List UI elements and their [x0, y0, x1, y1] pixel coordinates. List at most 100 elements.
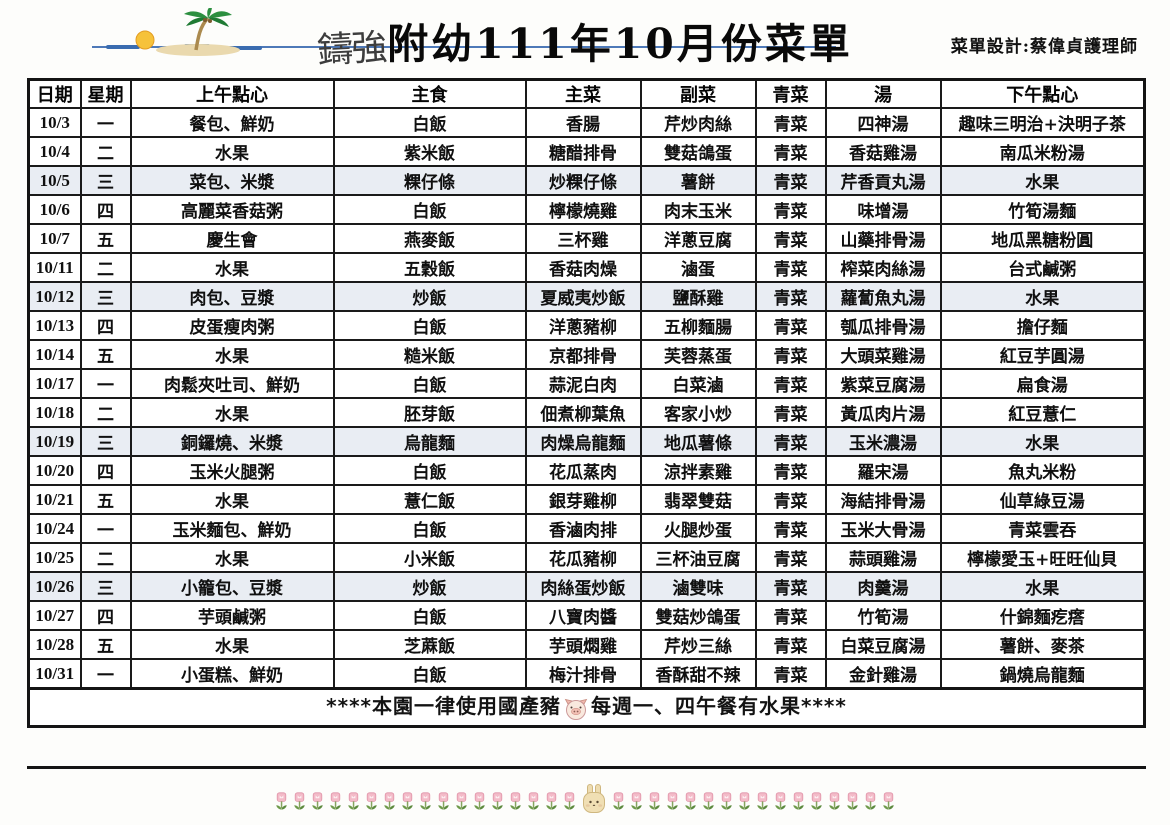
cell-veg: 青菜: [754, 513, 827, 544]
cell-main: 香菇肉燥: [524, 252, 642, 283]
tulip-icon: [738, 792, 751, 814]
menu-row: 10/13 四皮蛋瘦肉粥 白飯 洋蔥豬柳 五柳麵腸 青菜 瓠瓜排骨湯 擔仔麵: [27, 310, 1146, 341]
cell-pm_snack: 南瓜米粉湯: [939, 136, 1146, 167]
cell-day: 四: [79, 600, 132, 631]
cell-soup: 蒜頭雞湯: [824, 542, 942, 573]
page-title: 鑄強附幼111年10月份菜單: [0, 10, 1170, 72]
cell-pm_snack: 趣味三明治+決明子茶: [939, 107, 1146, 138]
cell-side: 芹炒肉絲: [639, 107, 757, 138]
cell-date: 10/7: [27, 223, 82, 254]
cell-day: 一: [79, 107, 132, 138]
cell-day: 二: [79, 397, 132, 428]
cell-main: 梅汁排骨: [524, 658, 642, 690]
cell-veg: 青菜: [754, 484, 827, 515]
menu-row: 10/28 五水果 芝蔴飯 芋頭燜雞 芹炒三絲 青菜 白菜豆腐湯 薯餅、麥茶: [27, 629, 1146, 660]
cell-day: 一: [79, 513, 132, 544]
cell-staple: 芝蔴飯: [332, 629, 527, 660]
cell-pm_snack: 魚丸米粉: [939, 455, 1146, 486]
menu-row: 10/11 二水果 五穀飯 香菇肉燥 滷蛋 青菜 榨菜肉絲湯 台式鹹粥: [27, 252, 1146, 283]
cell-day: 三: [79, 165, 132, 196]
cell-am_snack: 水果: [129, 542, 335, 573]
cell-am_snack: 水果: [129, 397, 335, 428]
cell-pm_snack: 青菜雲吞: [939, 513, 1146, 544]
cell-veg: 青菜: [754, 107, 827, 138]
tulip-icon: [882, 792, 895, 814]
cell-date: 10/20: [27, 455, 82, 486]
cell-date: 10/18: [27, 397, 82, 428]
cell-am_snack: 高麗菜香菇粥: [129, 194, 335, 225]
tulip-icon: [275, 792, 288, 814]
cell-soup: 肉羹湯: [824, 571, 942, 602]
cell-date: 10/19: [27, 426, 82, 457]
cell-date: 10/26: [27, 571, 82, 602]
cell-staple: 白飯: [332, 194, 527, 225]
cell-veg: 青菜: [754, 397, 827, 428]
cell-soup: 香菇雞湯: [824, 136, 942, 167]
cell-veg: 青菜: [754, 223, 827, 254]
cell-main: 芋頭燜雞: [524, 629, 642, 660]
cell-veg: 青菜: [754, 339, 827, 370]
cell-veg: 青菜: [754, 310, 827, 341]
cell-veg: 青菜: [754, 600, 827, 631]
cell-main: 花瓜豬柳: [524, 542, 642, 573]
cell-veg: 青菜: [754, 658, 827, 690]
cell-side: 白菜滷: [639, 368, 757, 399]
cell-day: 五: [79, 629, 132, 660]
cell-staple: 燕麥飯: [332, 223, 527, 254]
cell-staple: 白飯: [332, 107, 527, 138]
cell-pm_snack: 水果: [939, 426, 1146, 457]
menu-designer-credit: 菜單設計:蔡偉貞護理師: [950, 37, 1138, 57]
tulip-icon: [491, 792, 504, 814]
tulip-icon: [756, 792, 769, 814]
column-header: 下午點心: [939, 78, 1146, 109]
cell-day: 三: [79, 426, 132, 457]
column-header: 主菜: [524, 78, 642, 109]
cell-am_snack: 肉包、豆漿: [129, 281, 335, 312]
cell-side: 地瓜薯條: [639, 426, 757, 457]
tulip-icon: [545, 792, 558, 814]
cell-day: 四: [79, 310, 132, 341]
menu-row: 10/24 一玉米麵包、鮮奶 白飯 香滷肉排 火腿炒蛋 青菜 玉米大骨湯 青菜雲吞: [27, 513, 1146, 544]
cell-veg: 青菜: [754, 165, 827, 196]
cell-soup: 白菜豆腐湯: [824, 629, 942, 660]
menu-row: 10/3 一餐包、鮮奶 白飯 香腸 芹炒肉絲 青菜 四神湯 趣味三明治+決明子茶: [27, 107, 1146, 138]
cell-veg: 青菜: [754, 571, 827, 602]
cell-veg: 青菜: [754, 194, 827, 225]
cell-soup: 蘿蔔魚丸湯: [824, 281, 942, 312]
menu-row: 10/19 三銅鑼燒、米漿 烏龍麵 肉燥烏龍麵 地瓜薯條 青菜 玉米濃湯 水果: [27, 426, 1146, 457]
cell-soup: 山藥排骨湯: [824, 223, 942, 254]
cell-veg: 青菜: [754, 629, 827, 660]
menu-row: 10/18 二水果 胚芽飯 佃煮柳葉魚 客家小炒 青菜 黃瓜肉片湯 紅豆薏仁: [27, 397, 1146, 428]
cell-veg: 青菜: [754, 281, 827, 312]
cell-veg: 青菜: [754, 368, 827, 399]
cell-side: 芙蓉蒸蛋: [639, 339, 757, 370]
cell-am_snack: 餐包、鮮奶: [129, 107, 335, 138]
cell-day: 三: [79, 571, 132, 602]
menu-row: 10/27 四芋頭鹹粥 白飯 八寶肉醬 雙菇炒鴿蛋 青菜 竹筍湯 什錦麵疙瘩: [27, 600, 1146, 631]
cell-date: 10/17: [27, 368, 82, 399]
menu-row: 10/14 五水果 糙米飯 京都排骨 芙蓉蒸蛋 青菜 大頭菜雞湯 紅豆芋圓湯: [27, 339, 1146, 370]
cell-date: 10/3: [27, 107, 82, 138]
cell-am_snack: 慶生會: [129, 223, 335, 254]
tulip-icon: [720, 792, 733, 814]
cell-side: 香酥甜不辣: [639, 658, 757, 690]
cell-main: 肉絲蛋炒飯: [524, 571, 642, 602]
menu-row: 10/20 四玉米火腿粥 白飯 花瓜蒸肉 涼拌素雞 青菜 羅宋湯 魚丸米粉: [27, 455, 1146, 486]
cell-main: 京都排骨: [524, 339, 642, 370]
cell-staple: 白飯: [332, 368, 527, 399]
cell-side: 翡翠雙菇: [639, 484, 757, 515]
cell-date: 10/31: [27, 658, 82, 690]
tulip-icon: [612, 792, 625, 814]
cell-side: 芹炒三絲: [639, 629, 757, 660]
cell-am_snack: 水果: [129, 136, 335, 167]
cell-pm_snack: 水果: [939, 281, 1146, 312]
cell-pm_snack: 檸檬愛玉+旺旺仙貝: [939, 542, 1146, 573]
cell-am_snack: 玉米火腿粥: [129, 455, 335, 486]
cell-day: 二: [79, 542, 132, 573]
tulip-icon: [792, 792, 805, 814]
cell-pm_snack: 竹筍湯麵: [939, 194, 1146, 225]
rabbit-face-icon: [581, 784, 607, 814]
cell-soup: 芹香貢丸湯: [824, 165, 942, 196]
cell-pm_snack: 紅豆薏仁: [939, 397, 1146, 428]
tulip-icon: [383, 792, 396, 814]
